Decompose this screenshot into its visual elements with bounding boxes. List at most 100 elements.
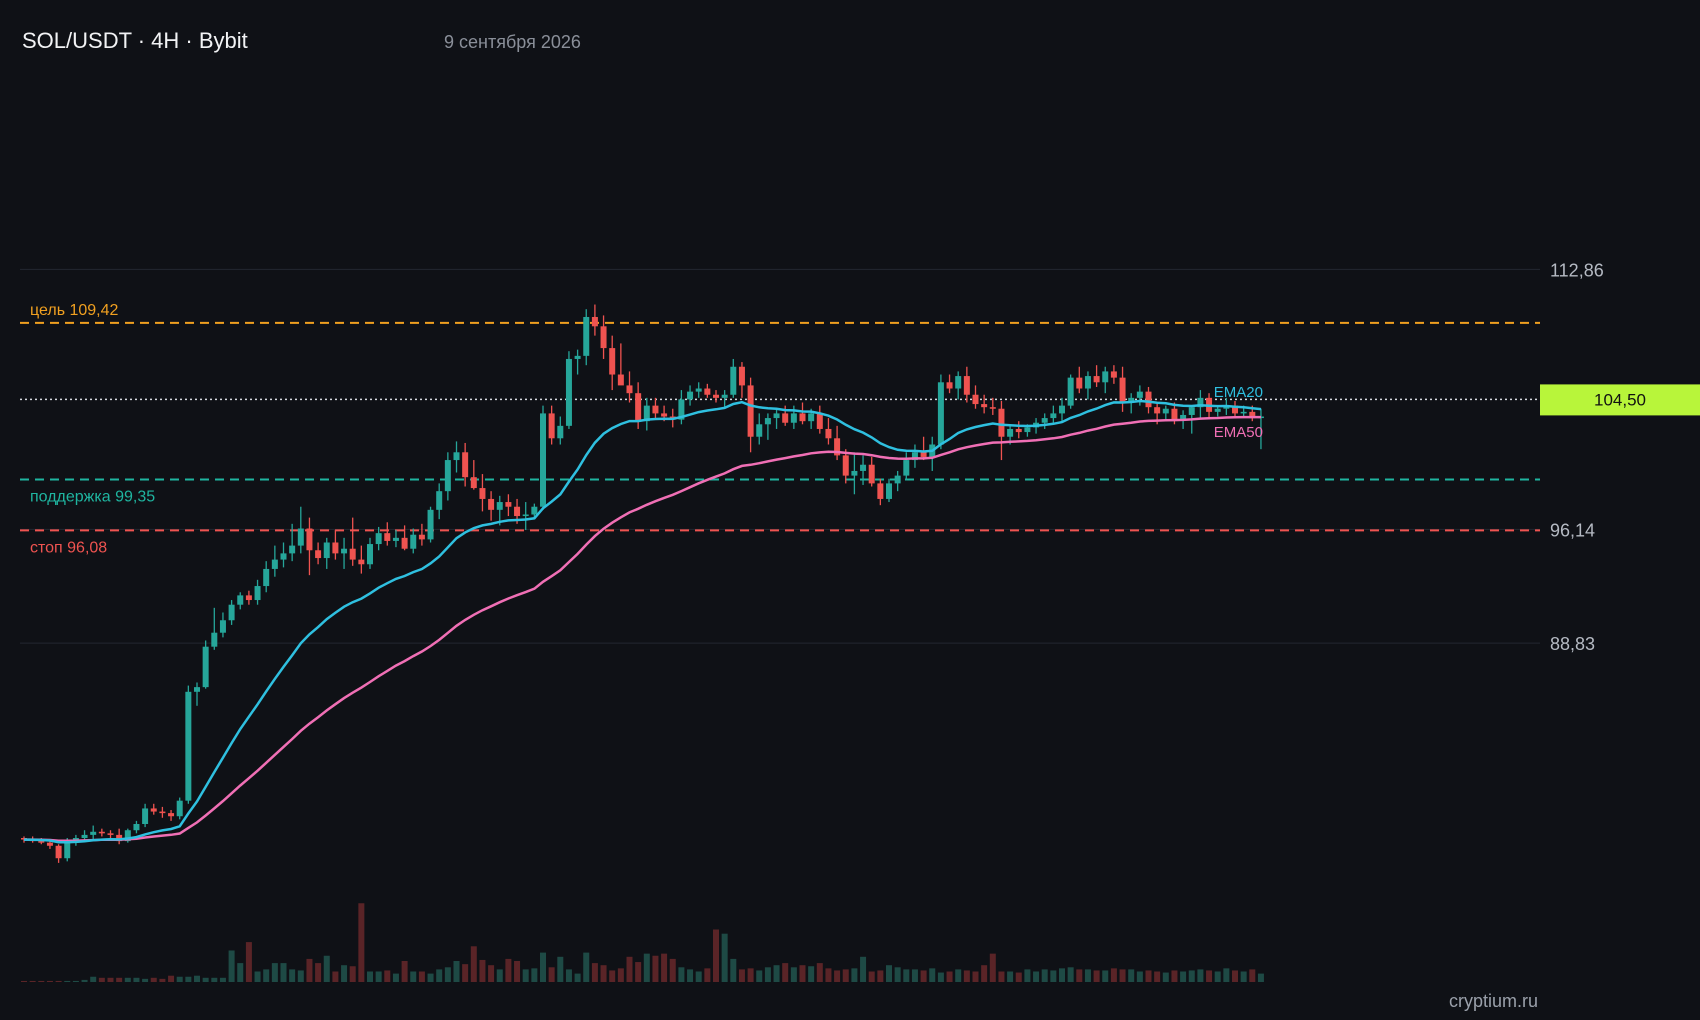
volume-bar <box>271 963 278 982</box>
volume-bar <box>1206 970 1213 982</box>
ema50-line <box>24 415 1261 843</box>
volume-bar <box>834 970 841 982</box>
ema20-line <box>23 399 1262 844</box>
volume-bar <box>1033 971 1040 982</box>
candle <box>825 418 832 445</box>
volume-bar <box>462 964 469 982</box>
candle <box>280 542 287 568</box>
candle <box>1041 413 1048 429</box>
candle <box>185 685 192 804</box>
candle <box>228 600 235 625</box>
volume-bar <box>1076 969 1083 982</box>
candle <box>202 640 209 689</box>
volume-bar <box>124 977 131 982</box>
volume-bar <box>1154 971 1161 982</box>
volume-bar <box>1041 969 1048 982</box>
candle <box>1084 371 1091 400</box>
volume-bar <box>565 969 572 982</box>
volume-bar <box>505 958 512 982</box>
candle <box>591 304 598 336</box>
volume-bar <box>150 977 157 982</box>
last-price-value: 104,50 <box>1594 390 1646 409</box>
volume-bar <box>583 952 590 982</box>
volume-bar <box>1214 971 1221 982</box>
candle <box>626 371 633 403</box>
volume-bar <box>315 963 322 982</box>
volume-bar <box>1119 969 1126 982</box>
candle <box>323 537 330 569</box>
volume-bar <box>652 955 659 982</box>
volume-bar <box>427 973 434 982</box>
candle <box>1119 366 1126 412</box>
candle <box>540 405 546 510</box>
y-tick-label: 112,86 <box>1550 260 1604 280</box>
volume-bar <box>773 965 780 982</box>
volume-bar <box>46 980 53 982</box>
candle <box>704 383 711 398</box>
volume-bar <box>202 977 209 982</box>
volume-bar <box>228 950 235 982</box>
volume-bar <box>211 977 218 982</box>
candle <box>401 525 408 551</box>
candle <box>211 607 218 650</box>
candle <box>384 522 391 546</box>
candle <box>730 358 737 398</box>
volume-bar <box>297 970 304 982</box>
candle <box>150 803 157 815</box>
volume-bar <box>816 963 823 982</box>
candle <box>90 825 97 840</box>
candle <box>998 400 1005 461</box>
volume-bar <box>168 975 175 982</box>
volume-bar <box>116 977 123 982</box>
candle <box>963 366 970 403</box>
candle <box>427 506 434 543</box>
volume-bar <box>730 958 737 982</box>
volume-bar <box>1128 969 1135 982</box>
volume-bar <box>825 968 832 982</box>
volume-bar <box>851 968 858 982</box>
volume-bar <box>349 966 356 982</box>
volume-bar <box>64 980 71 982</box>
candle <box>245 590 252 605</box>
candle <box>937 374 944 450</box>
candle <box>1059 397 1065 422</box>
candle <box>496 495 503 526</box>
volume-bar <box>392 973 399 982</box>
volume-bar <box>756 970 763 982</box>
volume-bar <box>687 969 694 982</box>
candle <box>1093 365 1100 387</box>
volume-bar <box>332 971 339 982</box>
volume-bar <box>358 903 365 982</box>
volume-bar <box>1136 971 1143 982</box>
candle <box>194 682 200 706</box>
volume-bar <box>911 969 918 982</box>
volume-bar <box>263 969 270 982</box>
volume-bar <box>643 953 650 982</box>
candle <box>1162 405 1169 422</box>
volume-bar <box>245 942 252 982</box>
candle <box>254 579 261 605</box>
candle <box>418 523 425 546</box>
y-tick-label: 88,83 <box>1550 634 1595 654</box>
volume-bar <box>946 971 953 982</box>
stop-level-label: стоп 96,08 <box>30 539 107 556</box>
candle <box>462 442 469 487</box>
volume-bar <box>747 968 754 982</box>
candle <box>375 526 382 551</box>
candle <box>453 441 460 473</box>
volume-bar <box>514 961 521 982</box>
volume-bar <box>894 967 901 982</box>
candle <box>98 828 105 837</box>
volume-bar <box>1249 969 1256 982</box>
volume-bar <box>219 977 226 982</box>
candle <box>367 537 373 569</box>
candle <box>271 545 278 577</box>
candle <box>868 456 875 487</box>
volume-bar <box>738 969 745 982</box>
volume-bar <box>444 967 451 982</box>
volume-bar <box>790 967 797 982</box>
candle <box>799 402 806 425</box>
brand-watermark: cryptium.ru <box>1448 991 1538 1011</box>
volume-bar <box>237 963 244 982</box>
